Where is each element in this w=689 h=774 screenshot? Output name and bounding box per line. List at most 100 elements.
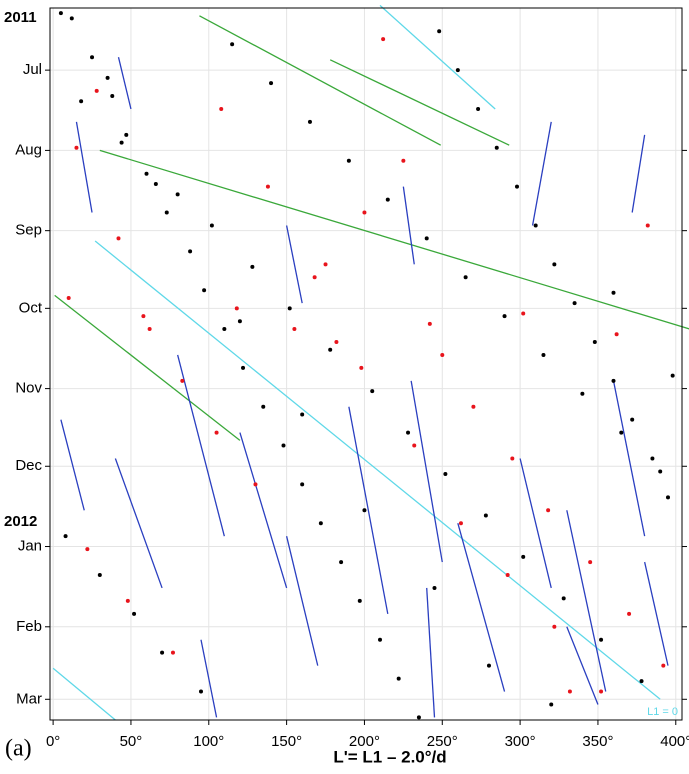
track-line — [200, 639, 218, 718]
data-point — [164, 210, 169, 215]
data-point — [219, 106, 224, 111]
data-point — [209, 223, 214, 228]
x-axis-label: L'= L1 – 2.0°/d — [333, 747, 446, 766]
track-line — [75, 121, 93, 213]
data-point — [630, 417, 635, 422]
track-line — [177, 354, 225, 537]
data-point — [253, 482, 258, 487]
track-line — [379, 4, 496, 110]
data-point — [362, 508, 367, 513]
track-line — [348, 406, 389, 614]
data-point — [406, 430, 411, 435]
track-line — [426, 587, 436, 718]
data-point — [521, 311, 526, 316]
data-point — [432, 585, 437, 590]
data-point — [580, 391, 585, 396]
data-point — [170, 650, 175, 655]
track-line — [285, 536, 319, 666]
data-point — [97, 573, 102, 578]
data-point — [124, 132, 129, 137]
data-point — [69, 16, 74, 21]
data-point — [234, 306, 239, 311]
track-line — [114, 458, 163, 589]
data-point — [362, 210, 367, 215]
track-line — [612, 380, 646, 537]
data-point — [505, 573, 510, 578]
data-point — [514, 184, 519, 189]
data-point — [300, 482, 305, 487]
data-point — [440, 352, 445, 357]
track-line — [519, 458, 552, 589]
data-point — [572, 301, 577, 306]
data-point — [147, 327, 152, 332]
data-point — [346, 158, 351, 163]
data-point — [153, 182, 158, 187]
data-point — [90, 55, 95, 60]
data-point — [74, 145, 79, 150]
data-point — [416, 715, 421, 720]
data-point — [58, 11, 63, 16]
track-line — [410, 380, 443, 563]
x-tick-label: 400° — [660, 733, 689, 750]
data-point — [424, 236, 429, 241]
data-point — [494, 145, 499, 150]
data-point — [300, 412, 305, 417]
data-point — [202, 288, 207, 293]
data-point — [250, 264, 255, 269]
data-point — [455, 68, 460, 73]
panel-label: (a) — [5, 736, 32, 762]
y-tick-label: Aug — [15, 141, 42, 158]
track-line — [457, 523, 506, 692]
y-tick-label: Dec — [15, 457, 42, 474]
data-point — [401, 158, 406, 163]
data-point — [188, 249, 193, 254]
data-point — [541, 352, 546, 357]
x-tick-label: 300° — [505, 733, 536, 750]
data-point — [463, 275, 468, 280]
track-line — [402, 186, 415, 265]
data-point — [292, 327, 297, 332]
track-line — [94, 240, 661, 700]
year-label: 2012 — [4, 513, 37, 530]
data-point — [546, 508, 551, 513]
data-point — [412, 443, 417, 448]
data-point — [658, 469, 663, 474]
data-point — [307, 119, 312, 124]
data-point — [486, 663, 491, 668]
data-point — [312, 275, 317, 280]
annotation: L1 = 0 — [647, 706, 678, 718]
data-point — [627, 611, 632, 616]
track-line — [117, 57, 132, 110]
y-tick-label: Jan — [18, 537, 42, 554]
data-point — [533, 223, 538, 228]
x-tick-label: 150° — [271, 733, 302, 750]
data-point — [85, 547, 90, 552]
data-point — [561, 596, 566, 601]
track-line — [531, 121, 552, 226]
data-point — [116, 236, 121, 241]
data-point — [160, 650, 165, 655]
track-line — [52, 667, 116, 721]
data-point — [287, 306, 292, 311]
data-point — [261, 404, 266, 409]
data-point — [567, 689, 572, 694]
track-line — [99, 149, 689, 330]
track-line — [566, 626, 599, 705]
x-tick-label: 100° — [193, 733, 224, 750]
track-line — [60, 419, 85, 511]
track-line — [285, 225, 303, 304]
data-point — [549, 702, 554, 707]
data-point — [483, 513, 488, 518]
track-line — [631, 134, 646, 213]
y-tick-label: Feb — [16, 618, 42, 635]
data-point — [639, 679, 644, 684]
data-point — [502, 314, 507, 319]
data-point — [378, 637, 383, 642]
data-point — [66, 295, 71, 300]
data-point — [318, 521, 323, 526]
x-tick-label: 0° — [46, 733, 60, 750]
data-point — [471, 404, 476, 409]
year-label: 2011 — [4, 9, 37, 26]
data-point — [94, 88, 99, 93]
